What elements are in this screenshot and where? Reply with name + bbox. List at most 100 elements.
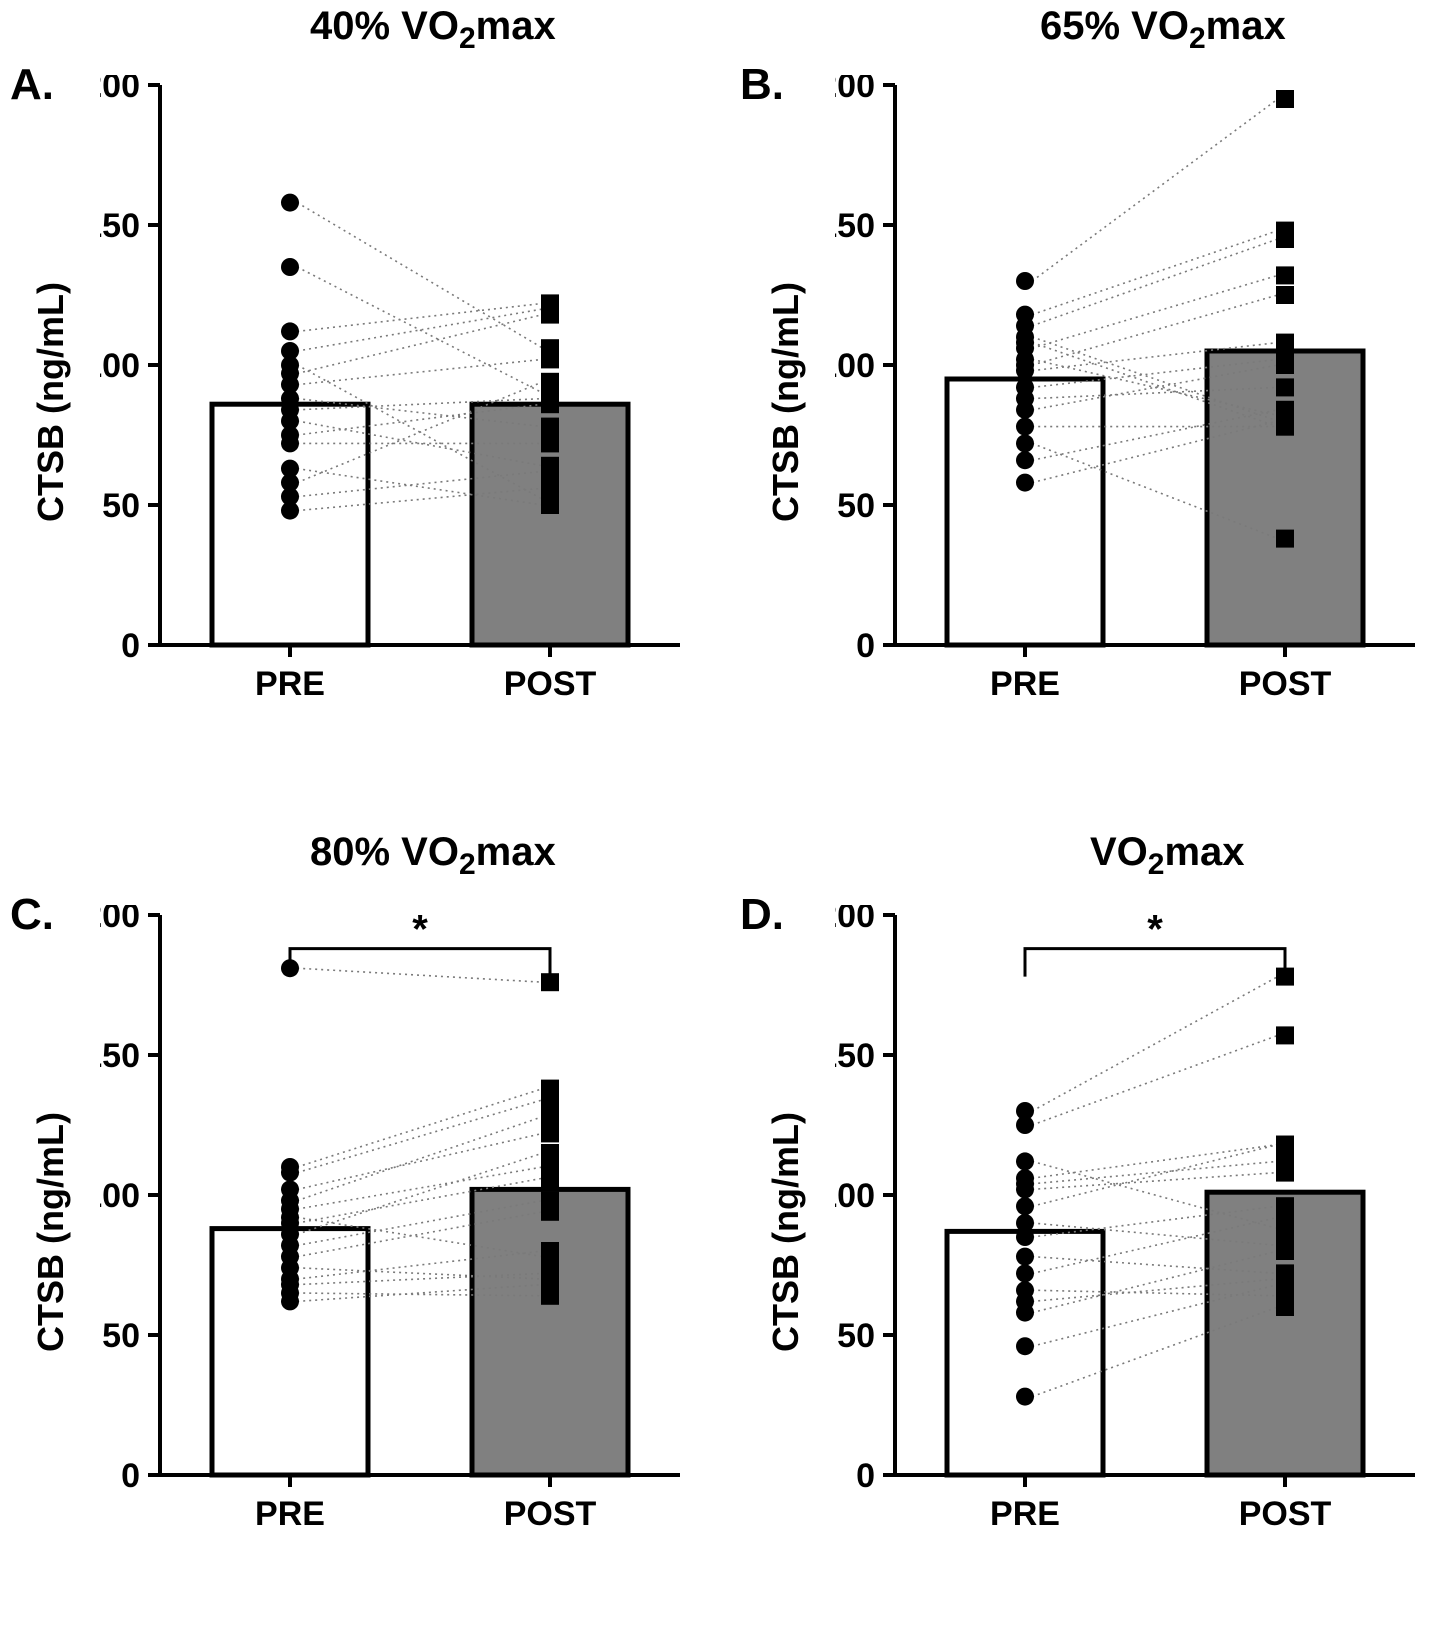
x-tick-label: PRE [990,665,1060,703]
y-tick-label: 200 [835,905,875,935]
post-marker [541,373,559,391]
plot-D: *050100150200PREPOST [835,905,1437,1565]
pair-line [297,1100,543,1173]
pair-line [297,968,543,982]
post-marker [541,462,559,480]
post-marker [1276,1208,1294,1226]
x-tick-label: PRE [255,1495,325,1533]
post-marker [541,1144,559,1162]
post-marker [541,1091,559,1109]
y-tick-label: 0 [121,1457,140,1495]
y-tick-label: 0 [121,627,140,665]
pre-marker [1016,1228,1034,1246]
x-tick-label: PRE [255,665,325,703]
post-marker [541,350,559,368]
post-marker [541,418,559,436]
pair-line [1032,977,1278,1111]
pre-marker [1016,362,1034,380]
x-tick-label: POST [504,665,597,703]
post-marker [541,434,559,452]
pre-marker [1016,1180,1034,1198]
post-marker [541,1242,559,1260]
x-tick-label: POST [1239,1495,1332,1533]
plot-B: 0 50 100 150 200 PRE POST [835,75,1437,735]
post-marker [1276,90,1294,108]
y-tick-label: 50 [102,1317,140,1355]
pre-marker [1016,1197,1034,1215]
x-tick-label: POST [1239,665,1332,703]
post-marker [1276,266,1294,284]
pre-marker [281,1292,299,1310]
post-marker [541,1203,559,1221]
sig-bracket [290,949,550,977]
sig-star: * [1147,908,1163,952]
x-tick-label: POST [504,1495,597,1533]
y-tick-label: 50 [102,487,140,525]
pre-marker [1016,1337,1034,1355]
pair-line [1032,275,1278,348]
plot-wrap: 050100150200PREPOST [100,75,720,735]
pre-marker [1016,451,1034,469]
y-axis-label: CTSB (ng/mL) [765,1112,807,1352]
pair-line [297,203,543,349]
y-axis-label: CTSB (ng/mL) [765,282,807,522]
plot-wrap: *050100150200PREPOST [835,905,1437,1565]
y-axis-label: CTSB (ng/mL) [30,1112,72,1352]
figure-root: A.40% VO2max050100150200PREPOSTCTSB (ng/… [0,0,1437,1646]
pre-marker [281,194,299,212]
post-marker [1276,1298,1294,1316]
y-tick-label: 200 [835,75,875,105]
y-tick-label: 0 [856,1457,875,1495]
pre-marker [1016,1152,1034,1170]
pre-marker [1016,1304,1034,1322]
pre-marker [281,502,299,520]
bar-post [472,1189,628,1475]
post-marker [541,395,559,413]
y-tick-label: 0 [856,627,875,665]
x-tick-label: PRE [990,1495,1060,1533]
y-tick-label: 50 [837,487,875,525]
panel-letter: B. [740,60,784,110]
pre-marker [281,1164,299,1182]
post-marker [1276,1164,1294,1182]
panel-title: 80% VO2max [310,830,556,882]
post-marker [1276,230,1294,248]
pre-marker [1016,401,1034,419]
post-marker [1276,334,1294,352]
post-marker [1276,1276,1294,1294]
pair-line [1032,239,1278,326]
post-marker [1276,530,1294,548]
y-tick-label: 100 [835,1177,875,1215]
panel-title: 65% VO2max [1040,4,1286,56]
pair-line [1032,1145,1278,1179]
plot-C: *050100150200PREPOST [100,905,720,1565]
y-tick-label: 200 [100,75,140,105]
post-marker [1276,286,1294,304]
pre-marker [1016,418,1034,436]
y-tick-label: 150 [835,207,875,245]
y-tick-label: 50 [837,1317,875,1355]
panel-letter: D. [740,890,784,940]
pair-line [297,1089,543,1167]
pair-line [297,303,543,331]
post-marker [1276,412,1294,430]
post-marker [1276,356,1294,374]
sig-bracket [1025,949,1285,977]
post-marker [541,1124,559,1142]
pre-marker [281,322,299,340]
post-marker [541,1169,559,1187]
post-marker [541,479,559,497]
pre-marker [281,434,299,452]
pre-marker [1016,434,1034,452]
post-marker [541,306,559,324]
panel-letter: A. [10,60,54,110]
y-tick-label: 100 [835,347,875,385]
pair-line [297,1133,543,1189]
pair-line [1032,231,1278,315]
pre-marker [1016,1248,1034,1266]
panel-letter: C. [10,890,54,940]
pre-marker [1016,272,1034,290]
pre-marker [1016,1264,1034,1282]
pair-line [1032,99,1278,281]
pair-line [1032,1035,1278,1125]
